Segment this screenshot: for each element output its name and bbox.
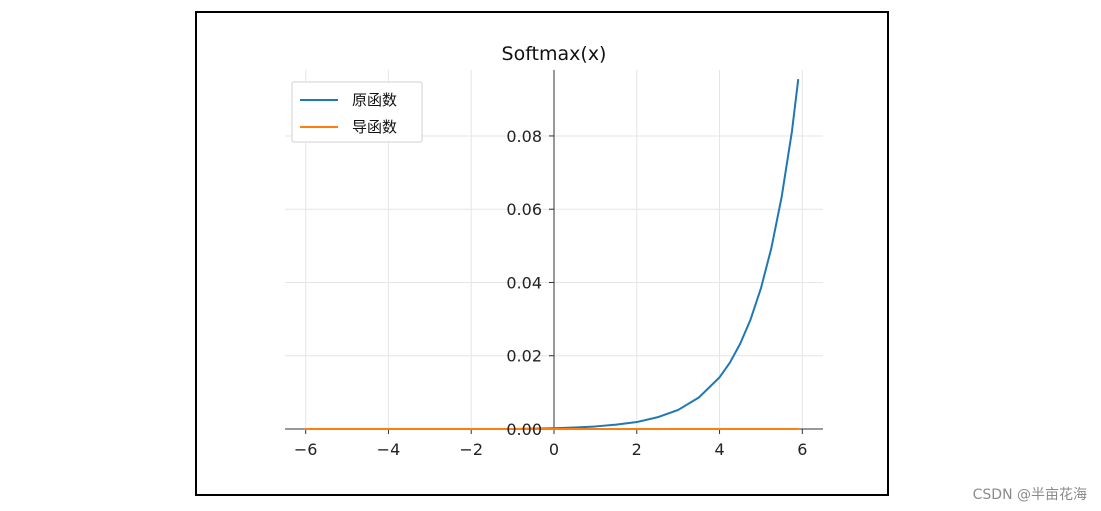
chart: −6 −4 −2 0 2 4 6 0.00 0.02 0.04 0.06 0.08 Softmax(x… [285, 43, 823, 459]
y-tick-label: 0.04 [506, 273, 542, 292]
series [304, 78, 800, 430]
tick-labels: −6 −4 −2 0 2 4 6 0.00 0.02 0.04 0.06 0.08 [294, 127, 808, 459]
y-tick-label: 0.06 [506, 200, 542, 219]
x-tick-label: 0 [549, 440, 559, 459]
chart-title: Softmax(x) [502, 43, 607, 65]
x-tick-label: −4 [377, 440, 401, 459]
x-tick-label: 6 [797, 440, 807, 459]
y-tick-label: 0.08 [506, 127, 542, 146]
x-tick-label: 2 [632, 440, 642, 459]
figure-frame: −6 −4 −2 0 2 4 6 0.00 0.02 0.04 0.06 0.08 Softmax(x… [195, 11, 889, 496]
legend-label: 原函数 [352, 91, 397, 109]
x-tick-label: −6 [294, 440, 318, 459]
y-tick-label: 0.02 [506, 347, 542, 366]
watermark: CSDN @半亩花海 [972, 487, 1087, 503]
x-tick-label: 4 [714, 440, 724, 459]
legend-label: 导函数 [352, 118, 397, 136]
x-tick-label: −2 [459, 440, 483, 459]
y-tick-label: 0.00 [506, 420, 542, 439]
